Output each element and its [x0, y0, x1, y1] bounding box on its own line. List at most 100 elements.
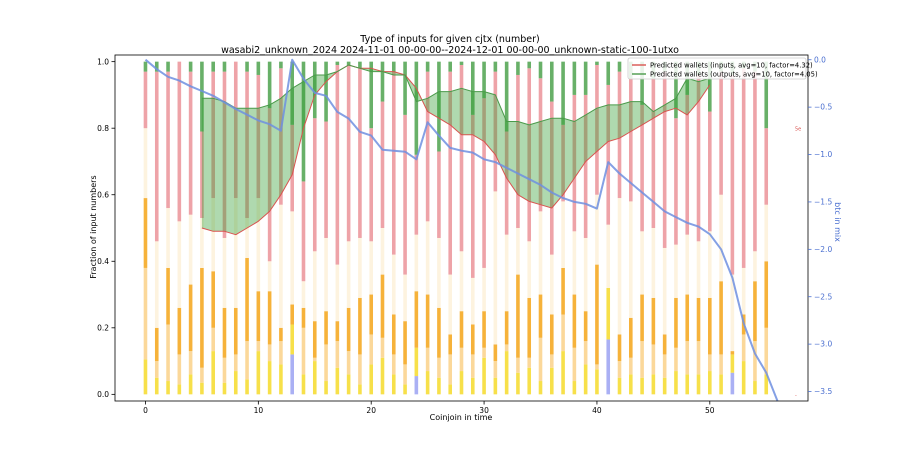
bar-segment — [493, 191, 498, 345]
bar-segment — [493, 377, 498, 395]
bar-segment — [437, 307, 441, 358]
bar-segment — [391, 61, 396, 72]
bar-segment — [504, 131, 509, 235]
bar-segment — [662, 247, 667, 335]
bar-segment — [346, 241, 351, 308]
bar-segment — [200, 367, 204, 383]
bar-segment — [403, 61, 407, 115]
bar-segment — [730, 354, 735, 373]
chart-subtitle: wasabi2_unknown_2024 2024-11-01 00-00-00… — [221, 45, 679, 56]
y2-tick-label: −2.5 — [814, 292, 832, 301]
bar-segment — [211, 61, 215, 72]
bar-segment — [324, 61, 328, 122]
wallet-range-area — [201, 65, 710, 235]
bar-segment — [617, 198, 622, 335]
bar-segment — [414, 154, 419, 235]
bar-segment — [674, 244, 678, 298]
bar-segment — [290, 61, 294, 125]
bar-segment — [741, 68, 746, 268]
bar-segment — [459, 64, 464, 252]
bar-segment — [188, 71, 193, 215]
bar-segment — [256, 291, 261, 342]
bar-segment — [358, 297, 362, 355]
bar-segment — [527, 68, 532, 242]
bar-segment — [335, 341, 340, 368]
y-axis-label: Fraction of input numbers — [89, 175, 98, 278]
stacked-bars — [143, 61, 769, 395]
bar-segment — [595, 64, 599, 195]
bar-segment — [380, 357, 385, 395]
bar-segment — [346, 374, 351, 395]
bar-segment — [708, 231, 712, 298]
bar-segment — [380, 61, 385, 102]
bar-segment — [606, 287, 611, 340]
bar-segment — [301, 281, 306, 308]
bar-segment — [482, 311, 486, 348]
bar-segment — [764, 61, 769, 129]
bar-segment — [369, 364, 374, 395]
bar-segment — [516, 61, 520, 75]
bar-segment — [346, 61, 351, 65]
bar-segment — [561, 61, 565, 125]
bar-segment — [549, 354, 554, 368]
bar-segment — [391, 354, 396, 375]
bar-segment — [143, 128, 148, 199]
bar-segment — [425, 294, 430, 348]
bar-segment — [391, 314, 396, 355]
bar-segment — [312, 357, 317, 362]
bar-segment — [482, 347, 486, 358]
bar-segment — [154, 241, 159, 328]
bar-segment — [380, 274, 385, 338]
y-tick-label: 1.0 — [97, 57, 109, 66]
bar-segment — [154, 377, 159, 395]
bar-segment — [166, 71, 170, 209]
bar-segment — [662, 377, 667, 395]
bar-segment — [696, 297, 701, 342]
bar-segment — [617, 377, 622, 395]
bar-segment — [662, 354, 667, 378]
bar-segment — [640, 341, 644, 378]
bar-segment — [177, 307, 182, 355]
y-tick-label: 0.6 — [97, 190, 109, 199]
bar-segment — [482, 98, 486, 268]
bar-segment — [391, 254, 396, 315]
bar-segment — [470, 114, 475, 278]
y2-tick-label: −3.5 — [814, 387, 832, 396]
bar-segment — [730, 74, 735, 275]
bar-segment — [708, 297, 712, 355]
bar-segment — [369, 61, 374, 129]
bar-segment — [222, 357, 227, 383]
bar-segment — [245, 257, 249, 342]
bar-segment — [369, 334, 374, 365]
bar-segment — [583, 94, 588, 238]
bar-segment — [719, 71, 723, 195]
bar-segment — [154, 71, 159, 242]
bar-segment — [267, 344, 272, 362]
bar-segment — [753, 71, 757, 252]
bar-segment — [154, 327, 159, 362]
bar-segment — [414, 376, 419, 395]
bar-segment — [437, 151, 441, 238]
bar-segment — [572, 381, 577, 395]
bar-segment — [279, 341, 283, 365]
bar-segment — [527, 357, 532, 368]
bar-segment — [504, 344, 509, 352]
bar-segment — [301, 61, 306, 182]
bar-segment — [685, 374, 690, 395]
bar-segment — [764, 374, 769, 395]
bar-segment — [606, 61, 611, 85]
bar-segment — [267, 261, 272, 292]
bar-segment — [448, 61, 453, 72]
bar-segment — [459, 311, 464, 348]
bar-segment — [335, 61, 340, 65]
bar-segment — [267, 361, 272, 395]
bar-segment — [177, 354, 182, 385]
bar-segment — [696, 341, 701, 375]
series-lines — [144, 58, 779, 402]
bar-segment — [448, 71, 453, 275]
bar-segment — [549, 61, 554, 102]
y2-tick-label: −0.5 — [814, 103, 832, 112]
series-inputs-line — [201, 64, 711, 236]
bar-segment — [369, 241, 374, 295]
